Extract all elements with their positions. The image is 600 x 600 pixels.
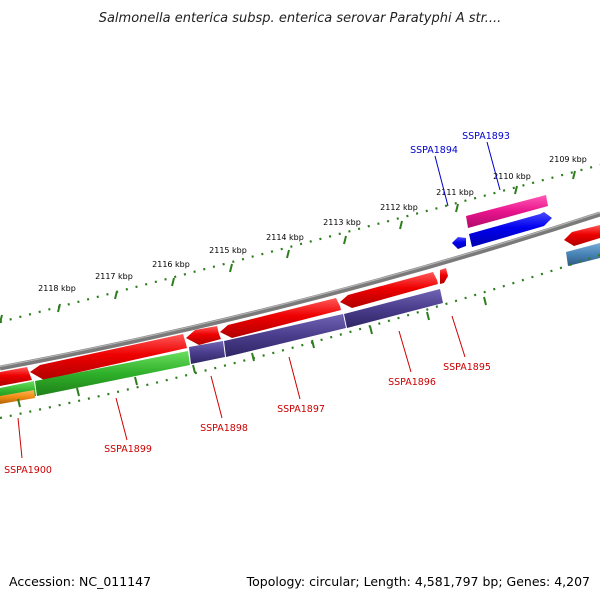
kbp-label: 2110 kbp [493,172,531,181]
feature-orange[interactable] [0,390,35,404]
feature-green-sspa1899[interactable] [35,351,190,396]
leader-line-sspa1893 [486,141,501,191]
feature-cds-sspa1899[interactable] [30,334,187,380]
gene-label-sspa1895[interactable]: SSPA1895 [443,362,491,373]
feature-cds-sspa1900[interactable] [0,367,32,386]
feature-purple-sspa1896[interactable] [344,289,443,328]
gene-label-sspa1900[interactable]: SSPA1900 [4,465,52,476]
leader-line-sspa1898 [210,375,223,419]
inner-major-ticks [17,296,487,408]
accession-text: Accession: NC_011147 [9,574,152,589]
feature-cds-sspa1897[interactable] [220,298,341,338]
kbp-label: 2109 kbp [549,155,587,164]
genome-backbone-highlight [0,211,600,368]
gene-label-sspa1894[interactable]: SSPA1894 [410,145,458,156]
gene-label-sspa1893[interactable]: SSPA1893 [462,131,510,142]
feature-pink-sspa1893[interactable] [466,195,548,228]
gene-label-sspa1899[interactable]: SSPA1899 [104,444,152,455]
feature-cds-sspa1893[interactable] [469,212,552,247]
kbp-label: 2118 kbp [38,284,76,293]
topology-text: Topology: circular; Length: 4,581,797 bp… [246,574,590,589]
kbp-scale-labels: 2109 kbp 2110 kbp 2111 kbp 2112 kbp 2113… [38,155,587,293]
kbp-label: 2115 kbp [209,246,247,255]
kbp-label: 2116 kbp [152,260,190,269]
feature-steel[interactable] [566,243,600,266]
kbp-label: 2117 kbp [95,272,133,281]
leader-line-sspa1894 [434,155,449,207]
feature-cds-sspa1894[interactable] [452,237,466,249]
leader-line-sspa1900 [17,417,23,459]
gene-labels: SSPA1893 SSPA1894 SSPA1895 SSPA1896 SSPA… [4,131,510,476]
map-title: Salmonella enterica subsp. enterica sero… [99,11,502,26]
leader-lines [17,141,501,459]
gene-label-sspa1896[interactable]: SSPA1896 [388,377,436,388]
leader-line-sspa1899 [115,397,128,441]
genome-backbone [0,211,600,371]
gene-label-sspa1897[interactable]: SSPA1897 [277,404,325,415]
leader-line-sspa1895 [451,315,466,358]
outer-major-ticks [0,170,576,324]
feature-cds-sspa1895[interactable] [440,268,448,284]
leader-line-sspa1896 [398,330,412,373]
leader-line-sspa1897 [288,356,301,400]
feature-cds-sspa1898[interactable] [186,326,221,345]
feature-purple-sspa1897[interactable] [224,314,346,357]
feature-cds-sspa1896[interactable] [340,272,438,308]
gene-label-sspa1898[interactable]: SSPA1898 [200,423,248,434]
kbp-label: 2113 kbp [323,218,361,227]
kbp-label: 2112 kbp [380,203,418,212]
feature-purple-sspa1898[interactable] [189,341,225,364]
kbp-label: 2111 kbp [436,188,474,197]
kbp-label: 2114 kbp [266,233,304,242]
feature-cds-right-edge[interactable] [564,225,600,246]
